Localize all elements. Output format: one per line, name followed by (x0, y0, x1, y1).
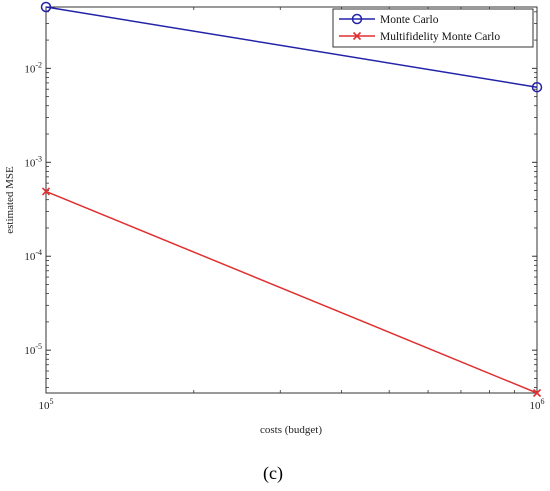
marker-stroke (532, 388, 542, 398)
legend-label-monte-carlo: Monte Carlo (380, 14, 439, 26)
chart-legend: Monte Carlo Multifidelity Monte Carlo (332, 8, 534, 48)
legend-marker-monte-carlo (351, 13, 363, 25)
y-axis-title: estimated MSE (4, 166, 16, 234)
series-line-multifidelity-monte-carlo (45, 190, 538, 394)
x-axis-title: costs (budget) (260, 424, 322, 436)
y-tick-label: 10-5 (24, 342, 42, 357)
legend-label-multifidelity-monte-carlo: Multifidelity Monte Carlo (380, 31, 500, 43)
x-tick-label: 105 (39, 397, 54, 412)
series-line-monte-carlo (45, 6, 538, 88)
data-point-multifidelity-monte-carlo (41, 187, 51, 196)
marker-stroke (41, 187, 51, 196)
y-axis-ticks: 10-5 10-4 10-3 10-2 (24, 11, 537, 388)
x-tick-label: 106 (530, 397, 545, 412)
data-point-monte-carlo (531, 81, 543, 93)
y-tick-label: 10-3 (24, 154, 42, 169)
y-tick-label: 10-4 (24, 248, 42, 263)
marker-stroke (352, 31, 362, 41)
legend-box (332, 8, 534, 48)
data-point-monte-carlo (40, 1, 52, 13)
series-layer (40, 1, 543, 398)
legend-marker-multifidelity-monte-carlo (352, 31, 362, 41)
plot-area (45, 6, 538, 394)
figure-caption: (c) (263, 463, 283, 484)
y-tick-label: 10-2 (24, 60, 42, 75)
data-point-multifidelity-monte-carlo (532, 388, 542, 398)
